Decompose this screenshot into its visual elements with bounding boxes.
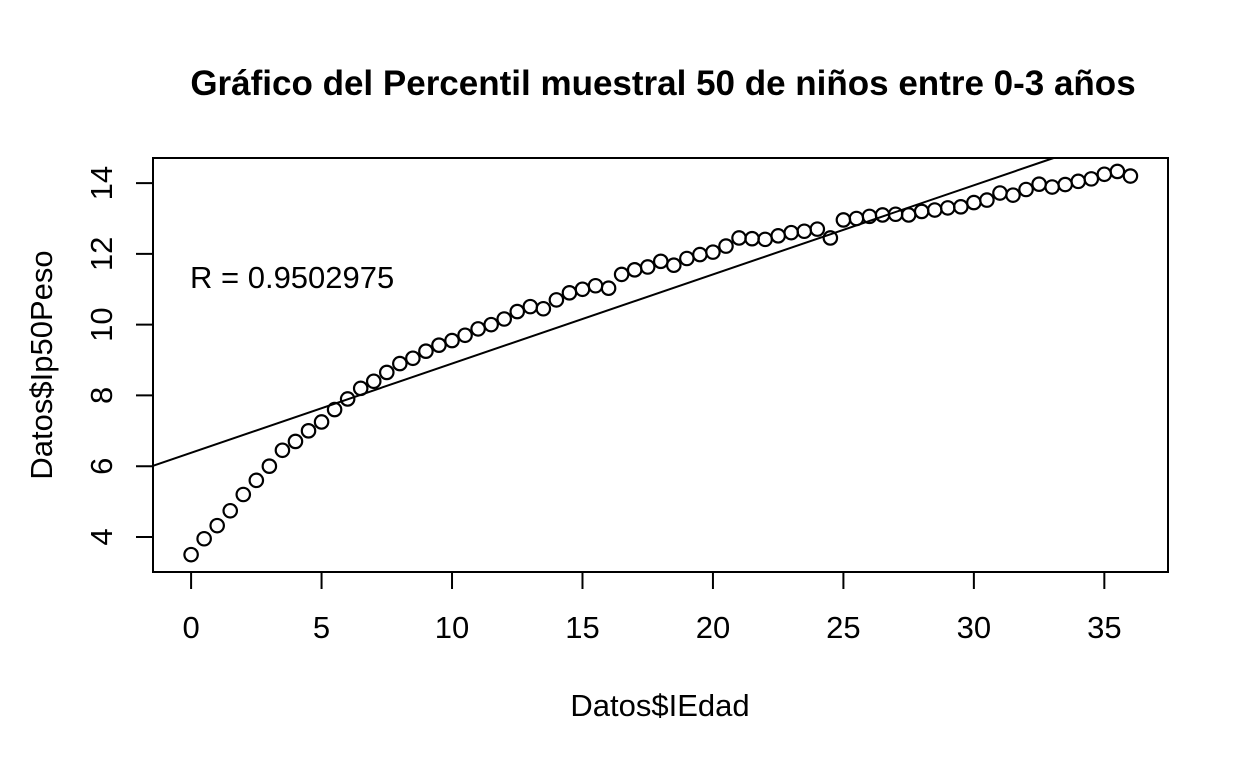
data-point [731, 230, 747, 246]
data-point [1057, 176, 1073, 193]
data-point [613, 266, 630, 283]
plot-border [152, 157, 1169, 573]
data-point [248, 472, 265, 489]
data-point [652, 253, 669, 270]
data-point [339, 391, 356, 407]
data-point [926, 202, 943, 218]
y-tick-label: 8 [84, 387, 119, 404]
data-point [757, 231, 773, 248]
data-point [457, 327, 473, 344]
y-tick-label: 6 [84, 458, 119, 475]
data-point [1044, 179, 1060, 195]
data-point [222, 502, 239, 519]
data-point [900, 207, 917, 223]
data-point [939, 200, 956, 216]
data-point [1083, 171, 1100, 187]
data-point [639, 259, 656, 275]
y-axis-label: Datos$Ip50Peso [24, 250, 59, 479]
x-axis-label: Datos$IEdad [570, 688, 749, 723]
data-point [287, 433, 304, 450]
x-tick-label: 15 [565, 610, 599, 645]
data-point [796, 223, 813, 240]
data-point [496, 311, 513, 327]
x-tick-label: 35 [1087, 610, 1121, 645]
data-point [587, 277, 604, 294]
x-tick-label: 30 [957, 610, 991, 645]
data-point [522, 298, 539, 315]
data-point [313, 414, 330, 430]
x-tick-label: 10 [435, 610, 469, 645]
y-tick-label: 4 [84, 528, 119, 545]
data-point [1096, 166, 1113, 183]
x-tick-label: 5 [313, 610, 330, 645]
data-point [848, 210, 865, 227]
data-point [1005, 187, 1021, 203]
data-point [235, 486, 252, 503]
data-point [600, 280, 617, 297]
y-tick-label: 12 [84, 237, 119, 271]
data-point [274, 442, 291, 459]
data-point [548, 292, 565, 308]
data-point [822, 230, 839, 246]
x-tick-label: 20 [696, 610, 730, 645]
data-point [1031, 176, 1047, 192]
data-point [535, 300, 552, 317]
data-point [783, 224, 800, 241]
data-point [470, 321, 486, 337]
data-point [483, 316, 499, 333]
data-point [679, 250, 695, 267]
data-point [1018, 181, 1034, 198]
data-point [1109, 163, 1126, 180]
data-point [326, 401, 343, 418]
data-point [626, 262, 643, 278]
data-point [444, 332, 460, 349]
data-point [913, 203, 930, 220]
data-point [770, 228, 786, 244]
data-point [705, 244, 721, 260]
data-point [692, 246, 708, 263]
data-point [1070, 173, 1087, 190]
y-tick-label: 14 [84, 166, 119, 200]
data-point [392, 355, 408, 372]
data-point [183, 546, 199, 563]
data-point [718, 238, 734, 254]
data-point [953, 199, 969, 215]
data-point [300, 423, 317, 439]
data-point [431, 337, 447, 353]
data-point [574, 281, 591, 298]
regression-line [152, 157, 1054, 467]
data-point [1122, 168, 1139, 184]
data-point [418, 343, 434, 359]
data-point [666, 257, 682, 274]
data-point [509, 303, 526, 320]
data-point [196, 530, 212, 547]
data-point [835, 212, 852, 228]
chart-title: Gráfico del Percentil muestral 50 de niñ… [190, 64, 1135, 103]
data-point [561, 285, 578, 301]
x-tick-label: 25 [826, 610, 860, 645]
x-tick-label: 0 [182, 610, 199, 645]
data-point [261, 458, 278, 474]
data-point [979, 192, 995, 208]
data-point [209, 517, 225, 534]
y-tick-label: 10 [84, 307, 119, 341]
data-point [966, 194, 982, 211]
data-point [378, 364, 395, 381]
data-point [365, 373, 382, 390]
data-point [992, 185, 1008, 201]
data-point [744, 230, 760, 247]
data-point [352, 380, 369, 397]
plot-area: 0 5 10 15 20 25 30 35 4 6 8 10 12 14 [84, 157, 1169, 645]
correlation-annotation: R = 0.9502975 [190, 260, 394, 295]
data-point [405, 350, 421, 367]
data-point [809, 221, 826, 237]
